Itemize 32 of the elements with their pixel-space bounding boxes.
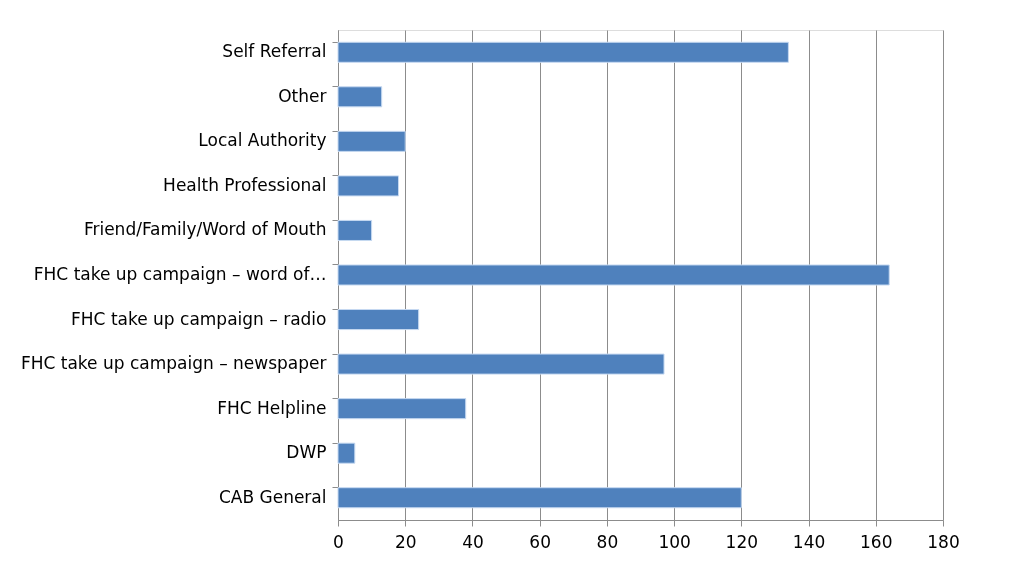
y-tick-label: FHC take up campaign – newspaper [20,353,327,374]
bar [337,130,406,152]
y-tick-label: FHC take up campaign – word of… [33,264,327,284]
y-tick-label: Local Authority [198,130,327,151]
x-tick-label: 100 [658,531,691,552]
bar [337,398,467,420]
y-tick-label: Health Professional [163,174,327,195]
x-tick-label: 120 [725,531,759,552]
bar [337,442,356,464]
bar [337,86,383,108]
x-tick-label: 0 [333,531,344,552]
y-tick-label: DWP [286,442,327,463]
y-tick-label: Friend/Family/Word of Mouth [83,219,327,240]
bar [337,309,420,331]
x-tick-label: 60 [529,531,551,552]
x-tick-label: 80 [596,531,619,552]
bar [337,219,373,241]
bar [337,41,789,63]
x-tick-label: 140 [792,531,826,552]
bar [337,487,742,509]
y-tick-label: Self Referral [222,41,327,62]
y-tick-label: CAB General [218,486,327,507]
bar [337,264,890,286]
y-tick-label: FHC Helpline [217,397,327,418]
bar [337,175,399,197]
bar [337,353,665,375]
x-tick-label: 20 [394,531,417,552]
y-tick-label: FHC take up campaign – radio [71,308,327,329]
x-tick-label: 180 [927,531,960,552]
y-tick-label: Other [278,85,327,106]
x-tick-label: 160 [860,531,893,552]
x-tick-label: 40 [462,531,484,552]
